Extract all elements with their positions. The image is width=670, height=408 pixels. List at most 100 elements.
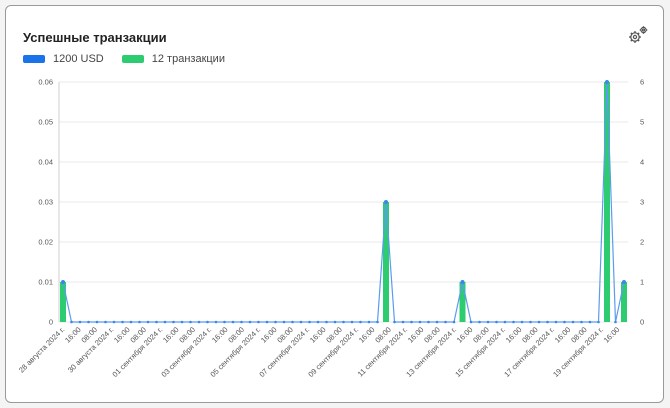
usd-data-point	[503, 320, 507, 324]
usd-data-point	[240, 320, 243, 324]
transaction-bar	[459, 282, 466, 322]
usd-data-point	[172, 320, 175, 324]
usd-data-point	[274, 320, 277, 324]
usd-data-point	[299, 320, 303, 324]
usd-data-point	[580, 320, 583, 324]
usd-data-point	[495, 320, 498, 324]
transactions-card: Успешные транзакции	[5, 5, 664, 403]
legend-item-transactions[interactable]: 12 транзакции	[121, 53, 225, 65]
y-right-tick-label: 2	[640, 238, 644, 247]
y-left-tick-label: 0.05	[38, 118, 53, 127]
x-tick-label: 16:00	[357, 325, 377, 345]
settings-gears-icon[interactable]	[626, 24, 650, 46]
x-tick-label: 16:00	[602, 325, 622, 345]
legend-label-transactions: 12 транзакции	[151, 53, 225, 65]
usd-data-point	[121, 320, 124, 324]
usd-data-point	[180, 320, 184, 324]
usd-data-point	[605, 80, 609, 84]
x-tick-label: 16:00	[210, 325, 230, 345]
legend-swatch-transactions	[121, 55, 144, 63]
x-tick-label: 16:00	[406, 325, 426, 345]
y-right-tick-label: 4	[640, 158, 644, 167]
usd-data-point	[129, 320, 133, 324]
usd-data-point	[291, 320, 294, 324]
usd-data-point	[282, 320, 286, 324]
usd-data-point	[444, 320, 447, 324]
x-tick-label: 16:00	[259, 325, 279, 345]
y-right-tick-label: 6	[640, 78, 644, 87]
usd-data-point	[87, 320, 90, 324]
transaction-bar	[621, 282, 627, 322]
usd-data-point	[520, 320, 524, 324]
usd-data-point	[384, 200, 388, 204]
y-right-tick-label: 5	[640, 118, 644, 127]
usd-data-point	[512, 320, 515, 324]
usd-data-point	[367, 320, 371, 324]
x-tick-label: 28 августа 2024 г.	[17, 325, 67, 375]
usd-data-point	[359, 320, 362, 324]
usd-data-point	[376, 320, 379, 324]
y-left-tick-label: 0.04	[38, 158, 53, 167]
usd-data-point	[325, 320, 328, 324]
usd-data-point	[588, 320, 592, 324]
usd-data-point	[104, 320, 107, 324]
usd-data-point	[112, 320, 116, 324]
usd-data-point	[622, 280, 626, 284]
usd-data-point	[223, 320, 226, 324]
usd-data-point	[350, 320, 354, 324]
usd-data-point	[70, 320, 73, 324]
legend-item-usd[interactable]: 1200 USD	[23, 53, 104, 65]
y-left-tick-label: 0.02	[38, 238, 53, 247]
usd-data-point	[206, 320, 209, 324]
y-right-tick-label: 1	[640, 278, 644, 287]
x-tick-label: 16:00	[553, 325, 573, 345]
y-left-tick-label: 0.03	[38, 198, 53, 207]
usd-data-point	[155, 320, 158, 324]
usd-data-point	[614, 320, 617, 324]
usd-data-point	[257, 320, 260, 324]
x-tick-label: 16:00	[504, 325, 524, 345]
usd-data-point	[197, 320, 201, 324]
y-left-tick-label: 0	[49, 318, 53, 327]
y-right-tick-label: 3	[640, 198, 644, 207]
legend-swatch-usd	[23, 55, 45, 63]
usd-data-point	[486, 320, 490, 324]
usd-data-point	[554, 320, 558, 324]
usd-data-point	[138, 320, 141, 324]
usd-data-point	[401, 320, 405, 324]
card-title: Успешные транзакции	[23, 30, 167, 45]
usd-data-point	[563, 320, 566, 324]
usd-data-point	[248, 320, 252, 324]
usd-data-point	[146, 320, 150, 324]
usd-data-point	[537, 320, 541, 324]
y-left-tick-label: 0.06	[38, 78, 53, 87]
y-left-tick-label: 0.01	[38, 278, 53, 287]
usd-data-point	[410, 320, 413, 324]
usd-data-point	[342, 320, 345, 324]
usd-data-point	[163, 320, 167, 324]
usd-data-point	[308, 320, 311, 324]
x-tick-label: 16:00	[308, 325, 328, 345]
usd-data-point	[189, 320, 192, 324]
transaction-bar	[383, 202, 389, 322]
usd-data-point	[95, 320, 99, 324]
usd-data-point	[214, 320, 218, 324]
x-tick-label: 16:00	[455, 325, 475, 345]
usd-data-point	[61, 280, 65, 284]
legend-label-usd: 1200 USD	[53, 53, 104, 65]
x-tick-label: 16:00	[63, 325, 83, 345]
chart-legend: 1200 USD 12 транзакции	[23, 53, 243, 65]
usd-data-point	[469, 320, 473, 324]
usd-data-point	[452, 320, 456, 324]
usd-data-point	[78, 320, 82, 324]
usd-data-point	[316, 320, 320, 324]
usd-data-point	[435, 320, 439, 324]
x-tick-label: 16:00	[112, 325, 132, 345]
usd-data-point	[333, 320, 337, 324]
x-tick-label: 16:00	[161, 325, 181, 345]
usd-data-point	[546, 320, 549, 324]
usd-data-point	[571, 320, 575, 324]
y-right-tick-label: 0	[640, 318, 644, 327]
transaction-bar	[60, 282, 66, 322]
